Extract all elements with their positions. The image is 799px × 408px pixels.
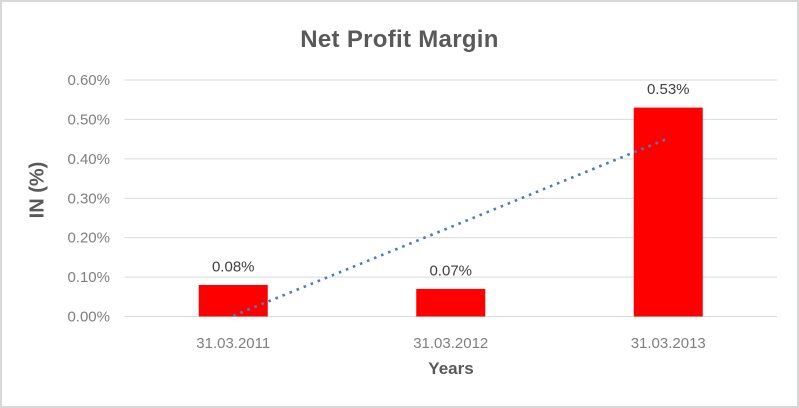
y-tick-label: 0.20% bbox=[67, 230, 110, 247]
y-tick-label: 0.40% bbox=[67, 151, 110, 168]
bar-data-label: 0.53% bbox=[647, 81, 690, 98]
y-tick-label: 0.60% bbox=[67, 72, 110, 89]
x-category-label: 31.03.2012 bbox=[413, 335, 488, 352]
trendline bbox=[232, 137, 669, 317]
y-tick-label: 0.50% bbox=[67, 111, 110, 128]
bar-data-label: 0.07% bbox=[429, 262, 472, 279]
y-tick-label: 0.30% bbox=[67, 190, 110, 207]
bar bbox=[416, 288, 486, 317]
y-tick-label: 0.10% bbox=[67, 269, 110, 286]
bar bbox=[198, 284, 268, 317]
bar bbox=[633, 107, 703, 317]
x-category-label: 31.03.2011 bbox=[196, 335, 270, 352]
y-tick-label: 0.00% bbox=[67, 309, 110, 326]
bar-data-label: 0.08% bbox=[212, 258, 255, 275]
x-category-label: 31.03.2013 bbox=[631, 335, 706, 352]
